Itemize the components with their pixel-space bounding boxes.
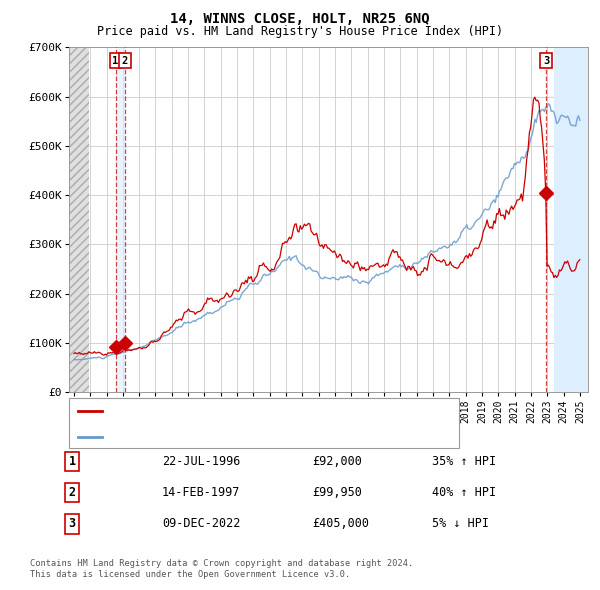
Text: 35% ↑ HPI: 35% ↑ HPI <box>432 455 496 468</box>
Text: 40% ↑ HPI: 40% ↑ HPI <box>432 486 496 499</box>
Text: 1: 1 <box>112 56 119 66</box>
Bar <box>69 47 89 392</box>
Text: 1: 1 <box>68 455 76 468</box>
Text: £99,950: £99,950 <box>312 486 362 499</box>
Text: 3: 3 <box>68 517 76 530</box>
Text: Contains HM Land Registry data © Crown copyright and database right 2024.: Contains HM Land Registry data © Crown c… <box>30 559 413 568</box>
Text: 5% ↓ HPI: 5% ↓ HPI <box>432 517 489 530</box>
Text: 2: 2 <box>68 486 76 499</box>
Text: 3: 3 <box>543 56 549 66</box>
Text: £405,000: £405,000 <box>312 517 369 530</box>
Text: £92,000: £92,000 <box>312 455 362 468</box>
Text: 14-FEB-1997: 14-FEB-1997 <box>162 486 241 499</box>
Text: 14, WINNS CLOSE, HOLT, NR25 6NQ: 14, WINNS CLOSE, HOLT, NR25 6NQ <box>170 12 430 26</box>
Text: HPI: Average price, detached house, North Norfolk: HPI: Average price, detached house, Nort… <box>108 432 414 441</box>
Text: 22-JUL-1996: 22-JUL-1996 <box>162 455 241 468</box>
Bar <box>116 47 125 392</box>
Text: 2: 2 <box>122 56 128 66</box>
Text: 14, WINNS CLOSE, HOLT, NR25 6NQ (detached house): 14, WINNS CLOSE, HOLT, NR25 6NQ (detache… <box>108 407 408 416</box>
Text: Price paid vs. HM Land Registry's House Price Index (HPI): Price paid vs. HM Land Registry's House … <box>97 25 503 38</box>
Bar <box>554 47 588 392</box>
Text: This data is licensed under the Open Government Licence v3.0.: This data is licensed under the Open Gov… <box>30 571 350 579</box>
Text: 09-DEC-2022: 09-DEC-2022 <box>162 517 241 530</box>
